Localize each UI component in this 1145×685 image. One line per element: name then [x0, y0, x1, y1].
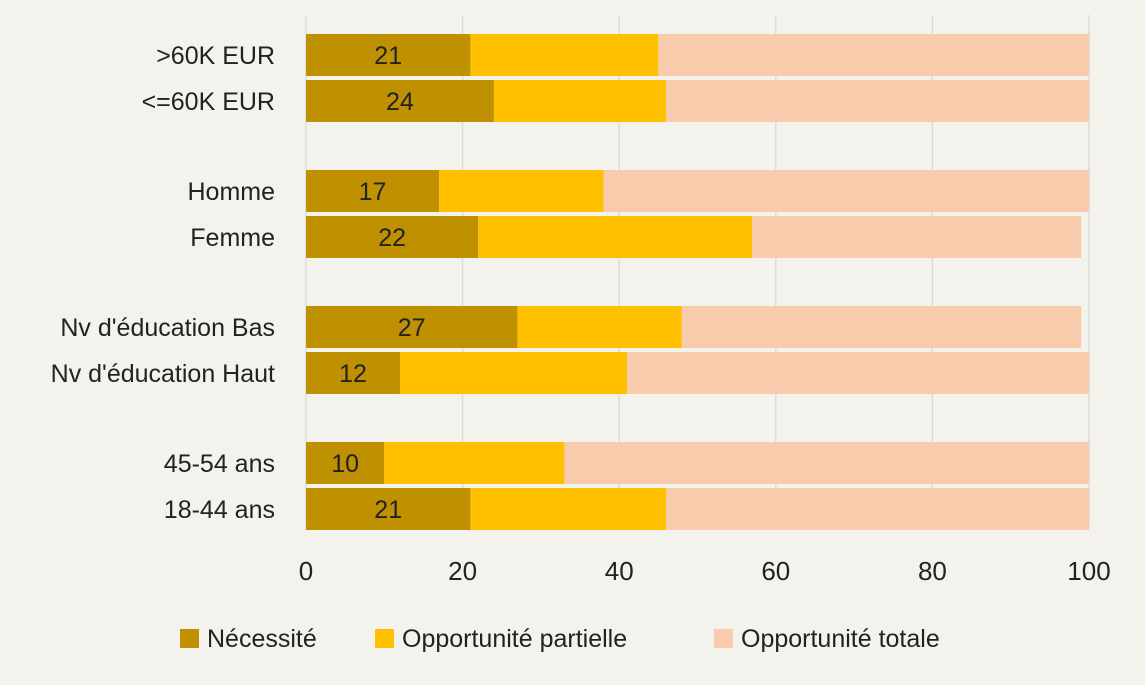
category-label-60k-eur: <=60K EUR — [142, 88, 275, 116]
bar-necessite-45-54-ans — [306, 442, 385, 484]
category-label-45-54-ans: 45-54 ans — [164, 450, 275, 478]
bar-opportunite-partielle-homme — [439, 170, 604, 212]
bar-necessite-18-44-ans — [306, 488, 471, 530]
bar-opportunite-partielle-nv-d-education-bas — [517, 306, 682, 348]
bar-opportunite-totale-18-44-ans — [666, 488, 1089, 530]
data-label-45-54-ans: 10 — [331, 450, 359, 478]
bar-opportunite-partielle-femme — [478, 216, 753, 258]
category-label-homme: Homme — [187, 178, 275, 206]
x-tick-label-40: 40 — [605, 556, 634, 586]
bar-necessite-homme — [306, 170, 440, 212]
bar-opportunite-totale-homme — [603, 170, 1089, 212]
legend-label-necessite: Nécessité — [207, 625, 317, 653]
x-tick-label-0: 0 — [299, 556, 313, 586]
legend-label-opportunite-partielle: Opportunité partielle — [402, 625, 627, 653]
bar-opportunite-partielle-60k-eur — [470, 34, 659, 76]
bar-necessite-60k-eur — [306, 34, 471, 76]
bar-opportunite-totale-nv-d-education-bas — [681, 306, 1082, 348]
x-tick-label-100: 100 — [1067, 556, 1110, 586]
category-labels: >60K EUR <=60K EUR Homme Femme Nv d'éducatio… — [51, 42, 275, 524]
x-tick-label-60: 60 — [761, 556, 790, 586]
bar-necessite-nv-d-education-haut — [306, 352, 400, 394]
data-label-nv-d-education-bas: 27 — [398, 314, 426, 342]
bar-opportunite-totale-femme — [752, 216, 1082, 258]
category-label-60k-eur: >60K EUR — [156, 42, 275, 70]
legend: Nécessité Opportunité partielle Opportunit… — [180, 625, 940, 653]
x-tick-label-20: 20 — [448, 556, 477, 586]
bar-opportunite-totale-45-54-ans — [564, 442, 1089, 484]
bar-necessite-60k-eur — [306, 80, 494, 122]
category-label-femme: Femme — [190, 224, 275, 252]
bars — [306, 34, 1089, 530]
category-label-nv-d-education-bas: Nv d'éducation Bas — [60, 314, 275, 342]
x-tick-label-80: 80 — [918, 556, 947, 586]
legend-swatch-opportunite-partielle — [375, 629, 394, 648]
bar-opportunite-partielle-18-44-ans — [470, 488, 667, 530]
legend-swatch-necessite — [180, 629, 199, 648]
data-label-60k-eur: 21 — [374, 42, 402, 70]
bar-opportunite-partielle-45-54-ans — [384, 442, 565, 484]
data-label-femme: 22 — [378, 224, 406, 252]
x-axis-ticks: 0 20 40 60 80 100 — [299, 556, 1111, 586]
bar-necessite-nv-d-education-bas — [306, 306, 518, 348]
bar-opportunite-totale-nv-d-education-haut — [627, 352, 1089, 394]
legend-swatch-opportunite-totale — [714, 629, 733, 648]
data-label-nv-d-education-haut: 12 — [339, 360, 367, 388]
data-labels: 21 24 17 22 27 12 10 21 — [331, 42, 425, 524]
bar-opportunite-partielle-60k-eur — [493, 80, 667, 122]
legend-label-opportunite-totale: Opportunité totale — [741, 625, 940, 653]
bar-necessite-femme — [306, 216, 479, 258]
data-label-60k-eur: 24 — [386, 88, 414, 116]
data-label-18-44-ans: 21 — [374, 496, 402, 524]
bar-opportunite-partielle-nv-d-education-haut — [399, 352, 628, 394]
category-label-nv-d-education-haut: Nv d'éducation Haut — [51, 360, 275, 388]
data-label-homme: 17 — [359, 178, 387, 206]
bar-opportunite-totale-60k-eur — [658, 34, 1089, 76]
bar-opportunite-totale-60k-eur — [666, 80, 1089, 122]
category-label-18-44-ans: 18-44 ans — [164, 496, 275, 524]
